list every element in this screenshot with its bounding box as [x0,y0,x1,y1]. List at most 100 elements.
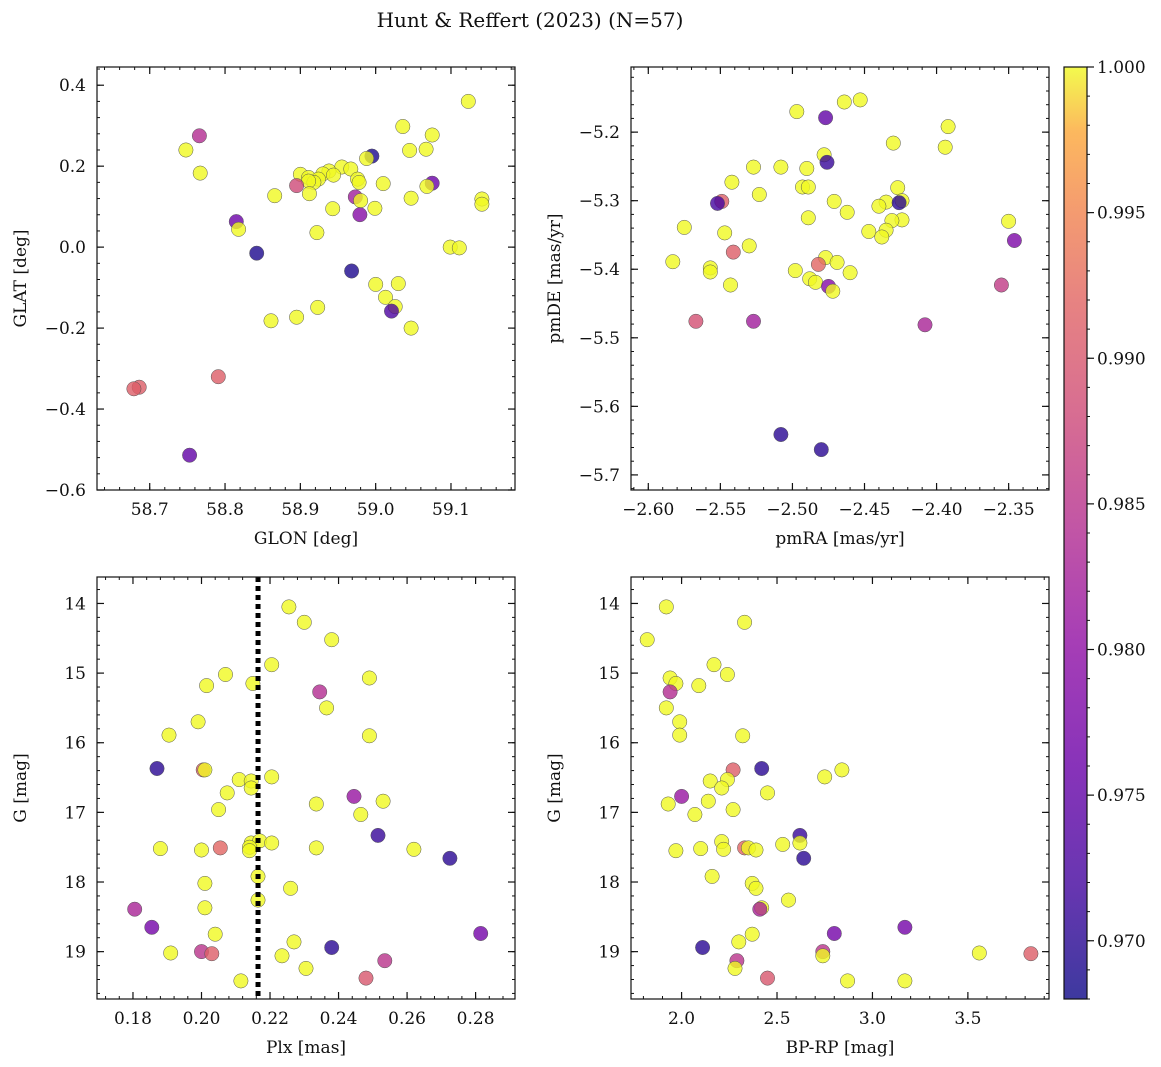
scatter-point [704,868,720,884]
scatter-points [127,599,489,989]
scatter-point [249,245,265,261]
scatter-point [395,119,411,134]
colorbar-tick-label: 0.995 [1097,204,1146,224]
y-axis-label: G [mag] [545,753,565,822]
scatter-point [672,714,688,730]
scatter-point [639,632,655,648]
scatter-point [744,926,760,942]
scatter-point [792,835,808,851]
scatter-point [231,221,247,237]
y-tick-label: 0.4 [59,76,86,96]
scatter-point [191,128,207,144]
scatter-point [688,313,704,329]
scatter-point [1006,233,1022,248]
scatter-point [473,926,489,941]
x-tick-label: −2.35 [983,500,1035,520]
scatter-point [384,303,399,319]
scatter-point [1001,213,1017,229]
scatter-point [451,240,467,256]
y-tick-label: 18 [64,873,86,893]
scatter-point [367,200,383,216]
scatter-point [731,934,747,950]
scatter-point [301,186,317,202]
scatter-point [937,139,953,155]
scatter-point [800,179,816,195]
scatter-point [210,369,226,385]
scatter-point [308,840,324,856]
y-tick-label: 16 [64,734,86,754]
colorbar-tick-label: 1.000 [1097,58,1146,78]
scatter-point [808,274,823,290]
y-tick-label: 0.0 [59,238,86,258]
scatter-point [702,773,718,789]
x-tick-label: −2.45 [838,500,890,520]
scatter-point [161,727,177,743]
scatter-point [182,447,198,463]
x-tick-label: 58.9 [281,500,319,520]
scatter-point [700,793,716,809]
scatter-points [665,92,1022,458]
scatter-point [207,926,223,942]
scatter-point [283,880,299,896]
scatter-point [296,614,312,630]
y-tick-label: 17 [598,803,620,823]
scatter-point [662,684,678,700]
scatter-point [660,796,676,812]
scatter-point [789,104,805,120]
panel-plx-g: 0.18 0.20 0.22 0.24 0.26 0.28 14 15 16 17 18 19 Plx … [11,576,516,1058]
y-axis-label: G [mag] [11,753,31,822]
colorbar-tick-label: 0.980 [1097,641,1146,661]
scatter-point [361,728,377,744]
scatter-point [199,678,215,694]
scatter-point [748,880,764,896]
y-axis-label: pmDE [mas/yr] [545,213,565,343]
x-tick-label: −2.50 [766,500,818,520]
scatter-point [352,207,368,223]
scatter-point [826,193,842,209]
scatter-points [126,93,490,463]
x-axis-label: Plx [mas] [266,1038,346,1058]
scatter-point [676,219,692,235]
scatter-point [687,807,703,822]
scatter-point [219,785,235,801]
scatter-point [375,176,391,192]
scatter-point [836,94,852,110]
scatter-point [309,225,325,241]
scatter-point [727,960,743,976]
x-tick-label: 0.20 [183,1009,221,1029]
scatter-point [344,263,360,279]
scatter-point [813,442,829,458]
x-tick-label: 0.24 [320,1009,358,1029]
scatter-point [897,919,913,935]
scatter-point [326,167,341,183]
x-tick-label: 0.22 [251,1009,289,1029]
panel-bprp-g: 2.0 2.5 3.0 3.5 14 15 16 17 18 19 BP-RP [mag] G [ma… [545,576,1050,1058]
scatter-point [710,195,725,211]
scatter-point [834,762,850,778]
scatter-point [719,667,735,682]
panel-pmra-pmde: −2.60 −2.55 −2.50 −2.45 −2.40 −2.35 −5.7 −5.6 −5… [545,66,1050,549]
y-tick-label: −5.7 [579,466,620,486]
scatter-point [325,201,341,217]
scatter-point [751,187,767,202]
scatter-point [358,970,374,986]
scatter-point [211,802,227,818]
axes-frame [96,66,516,491]
scatter-point [310,299,326,315]
scatter-point [735,728,751,744]
scatter-point [289,309,305,325]
scatter-point [746,313,761,329]
scatter-point [672,727,688,743]
y-tick-label: 19 [598,943,620,963]
scatter-point [126,381,142,397]
scatter-points [639,599,1039,989]
scatter-point [754,761,770,776]
x-tick-label: 58.7 [131,500,169,520]
scatter-point [702,264,718,280]
scatter-point [194,842,209,858]
scatter-point [378,289,393,305]
scatter-point [819,154,835,170]
scatter-point [810,256,826,272]
scatter-point [725,802,741,818]
